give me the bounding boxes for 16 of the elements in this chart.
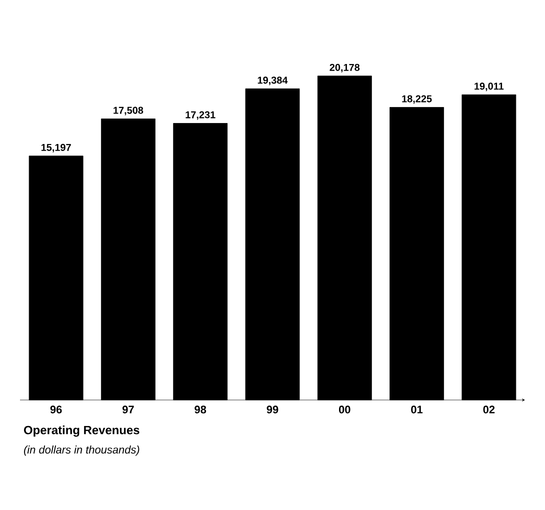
x-tick-label: 00 <box>338 406 350 414</box>
data-label: 20,178 <box>330 64 360 72</box>
x-tick-label: 99 <box>266 406 278 414</box>
text: (in dollars in thousands) <box>24 446 140 456</box>
x-tick-label: 97 <box>122 406 134 414</box>
x-tick-label: 01 <box>411 406 423 414</box>
x-tick-label: 96 <box>50 406 62 414</box>
text: Operating Revenues <box>24 426 140 437</box>
data-label: 15,197 <box>41 144 71 152</box>
data-label: 18,225 <box>402 95 432 104</box>
data-label: 17,508 <box>114 106 144 116</box>
data-label: 19,011 <box>474 82 504 92</box>
x-tick-label: 98 <box>194 406 206 414</box>
data-label: 19,384 <box>258 76 288 86</box>
data-label: 17,231 <box>186 111 216 120</box>
x-tick-label: 02 <box>483 406 495 414</box>
